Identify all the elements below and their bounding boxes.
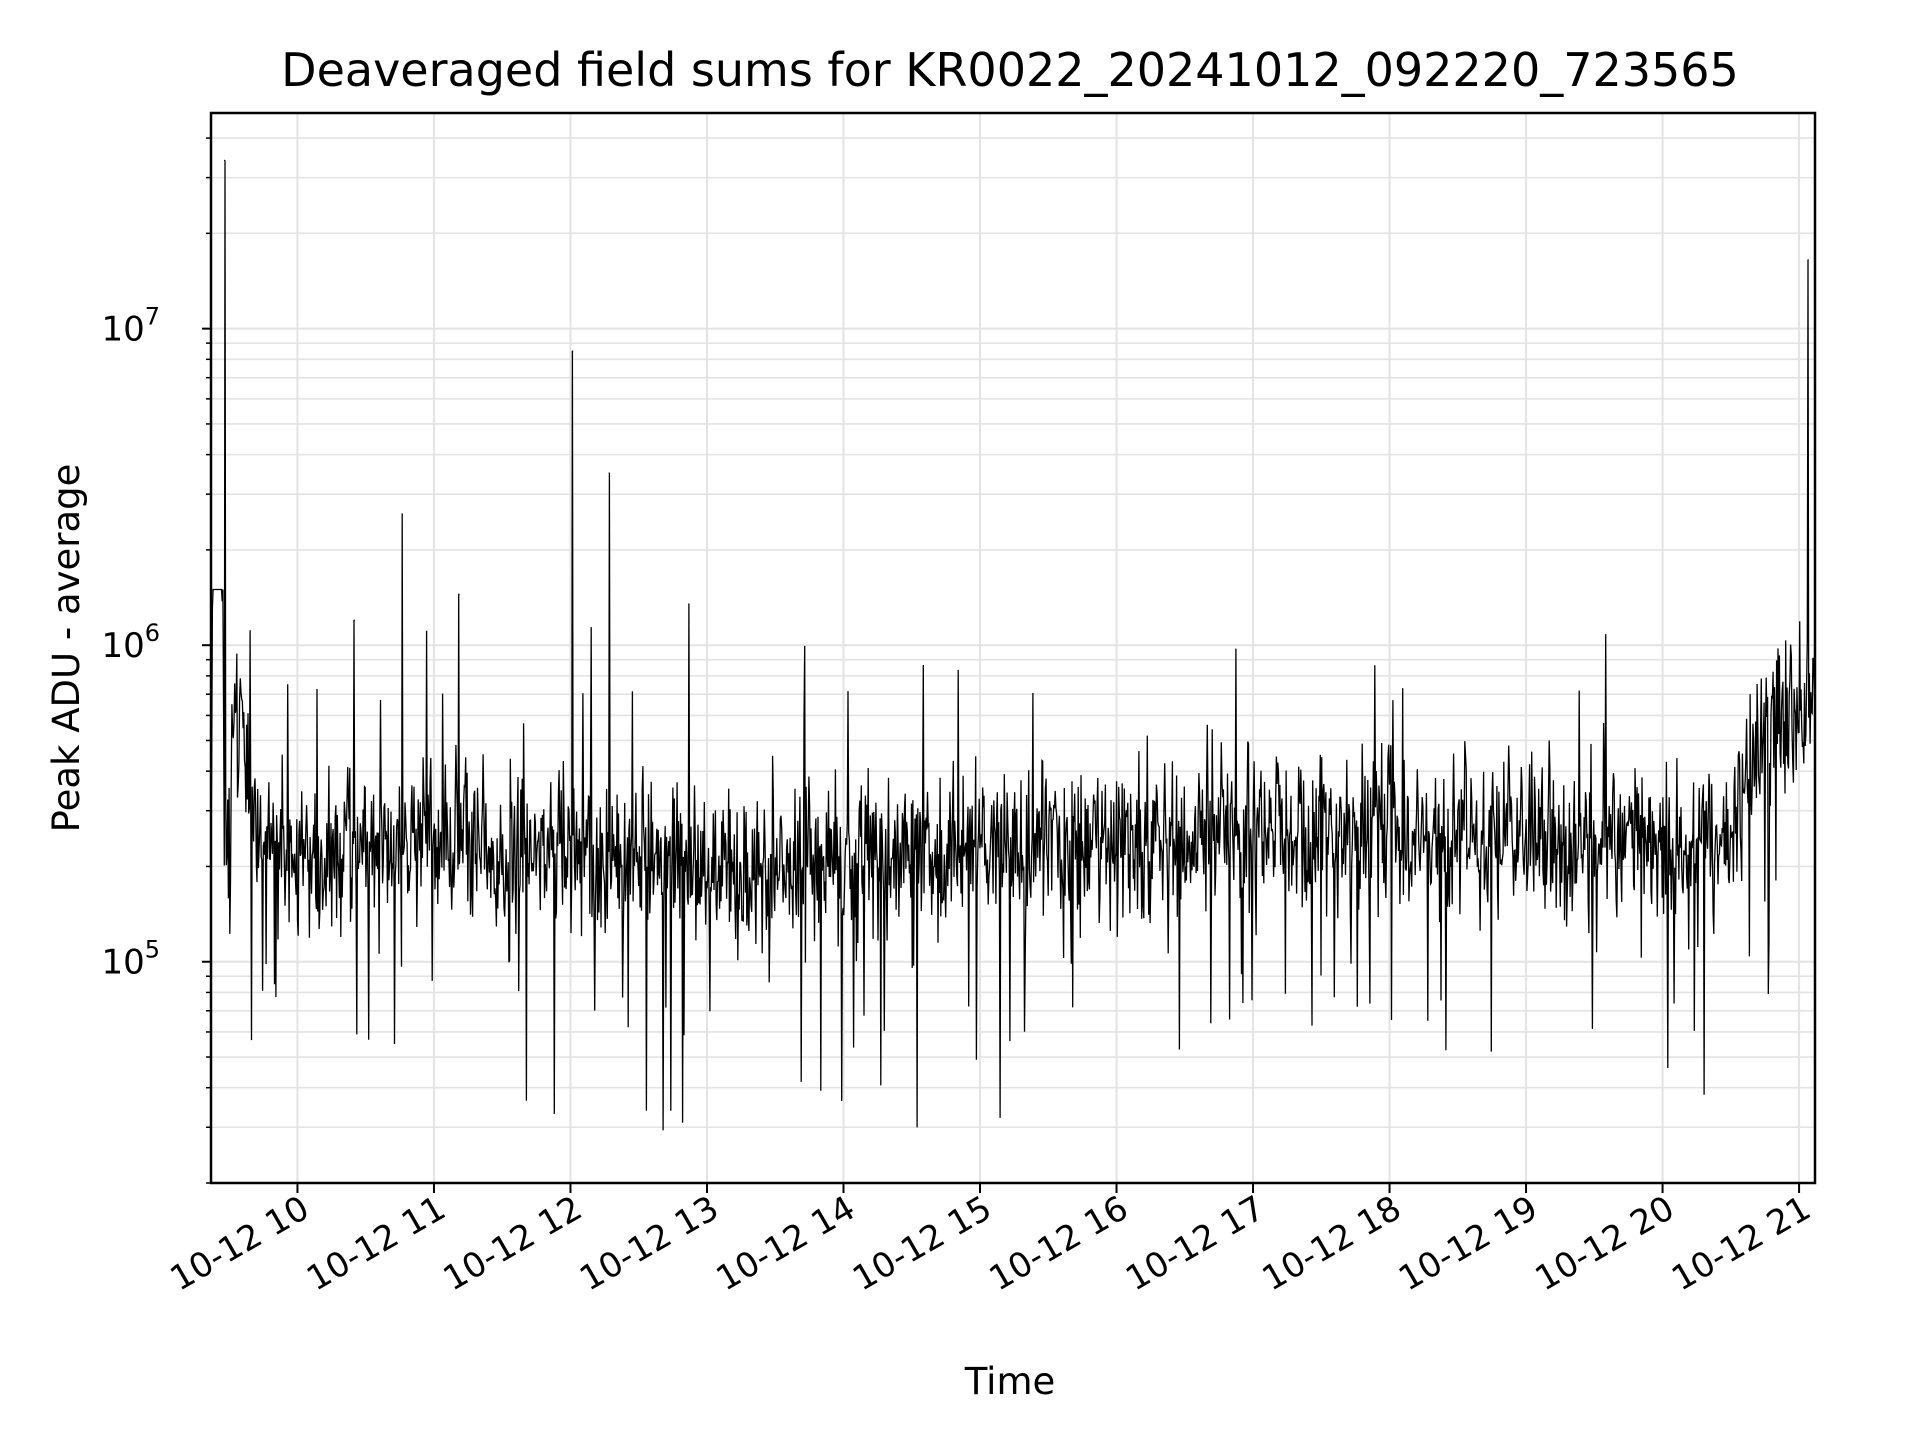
spike-point — [401, 513, 403, 515]
y-axis-label: Peak ADU - average — [45, 464, 88, 833]
plot-frame — [209, 111, 1817, 1185]
spike-point — [224, 159, 226, 162]
x-axis-label: Time — [964, 1360, 1056, 1403]
series-line — [210, 160, 1816, 1131]
spike-point — [608, 472, 610, 474]
spike-point — [353, 619, 355, 621]
y-tick-label: 107 — [101, 303, 160, 350]
y-tick-label: 106 — [101, 619, 160, 666]
data-layer — [210, 159, 1816, 1131]
spike-point — [688, 603, 690, 605]
spike-point — [458, 593, 460, 595]
chart-title: Deaveraged field sums for KR0022_2024101… — [281, 43, 1739, 97]
y-tick-label: 105 — [101, 936, 160, 983]
spike-point — [572, 350, 574, 352]
spike-point — [1807, 259, 1809, 261]
